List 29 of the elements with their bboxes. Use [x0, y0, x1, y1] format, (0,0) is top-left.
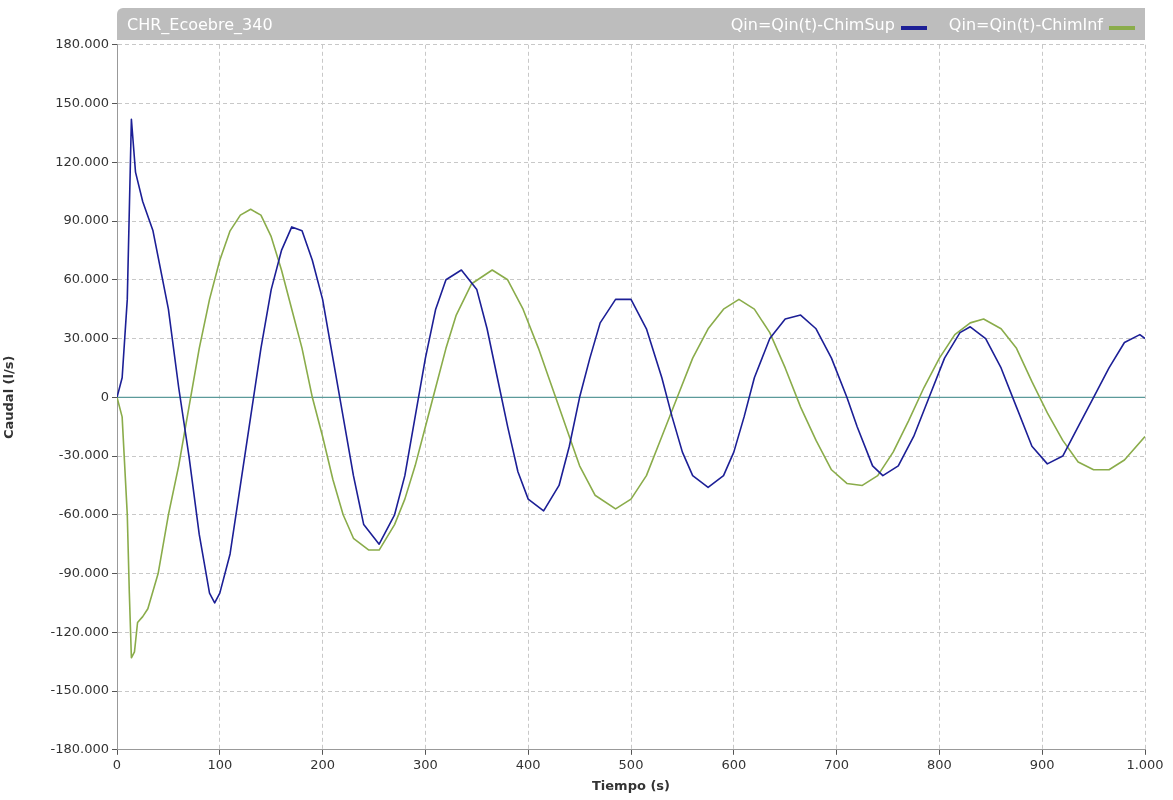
y-tick-label: -60.000 [58, 506, 109, 522]
y-tick-label: 60.000 [63, 271, 109, 287]
legend-label: Qin=Qin(t)-ChimInf [948, 14, 1103, 34]
y-tick-label: 180.000 [55, 36, 109, 52]
legend-label: Qin=Qin(t)-ChimSup [730, 14, 895, 34]
y-tick-label: -150.000 [50, 682, 109, 698]
x-tick-label: 300 [412, 756, 438, 772]
y-tick-label: 150.000 [55, 94, 109, 110]
y-tick-label: -180.000 [50, 741, 109, 757]
x-axis-title: Tiempo (s) [591, 777, 671, 793]
x-tick-label: 600 [721, 756, 747, 772]
y-axis-title: Caudal (l/s) [1, 355, 17, 440]
y-tick-label: 30.000 [63, 329, 109, 345]
x-tick-label: 700 [824, 756, 850, 772]
x-tick-label: 500 [618, 756, 644, 772]
x-tick-label: 400 [515, 756, 541, 772]
y-tick-label: 120.000 [55, 153, 109, 169]
y-tick-label: -30.000 [58, 447, 109, 463]
y-tick-label: 90.000 [63, 212, 109, 228]
x-tick-label: 800 [926, 756, 952, 772]
x-tick-label: 0 [112, 756, 122, 772]
x-tick-label: 200 [310, 756, 336, 772]
y-tick-label: -120.000 [50, 623, 109, 639]
y-tick-label: 0 [100, 388, 109, 404]
chart-title: CHR_Ecoebre_340 [127, 14, 273, 34]
x-tick-label: 900 [1029, 756, 1055, 772]
y-tick-label: -90.000 [58, 564, 109, 580]
x-tick-label: 1.000 [1126, 756, 1164, 772]
x-tick-label: 100 [207, 756, 233, 772]
